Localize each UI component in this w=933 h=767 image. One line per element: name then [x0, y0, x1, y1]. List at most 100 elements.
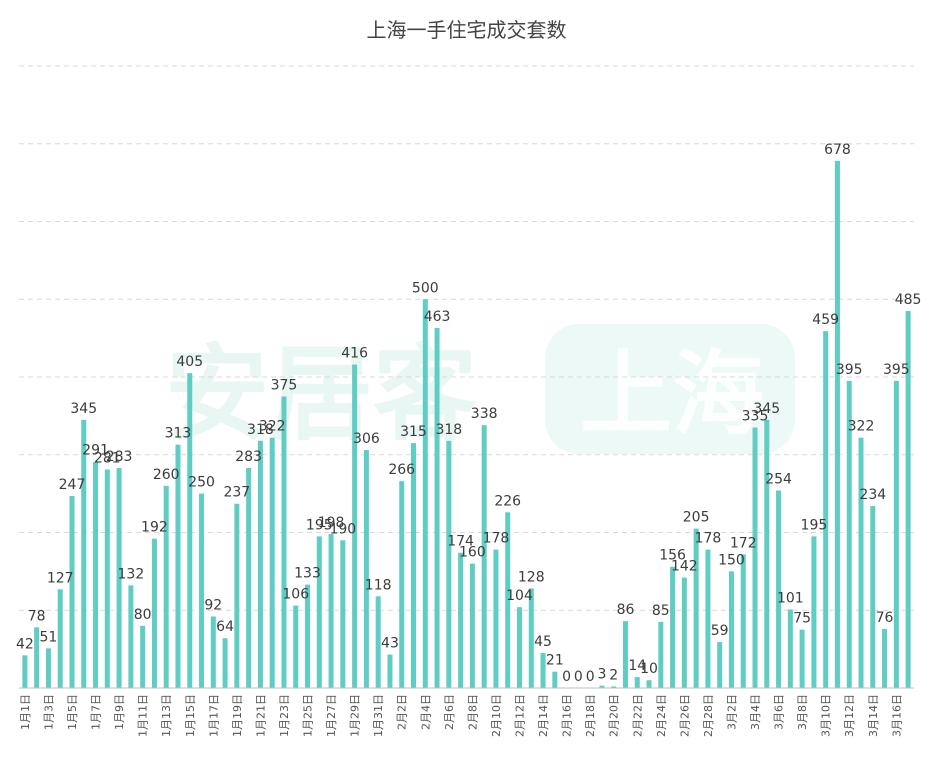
tick-label-3月12日: 3月12日: [843, 694, 856, 737]
tick-label-3月8日: 3月8日: [796, 694, 809, 730]
data-label-3月6日: 254: [765, 472, 792, 488]
bar-1月28日: [340, 540, 346, 688]
data-label-1月26日: 195: [306, 517, 333, 533]
bar-3月10日: [823, 331, 829, 688]
bar-1月3日: [45, 648, 51, 688]
data-label-2月13日: 128: [518, 569, 545, 585]
data-label-1月10日: 132: [118, 566, 145, 582]
tick-label-1月25日: 1月25日: [302, 694, 315, 737]
bar-2月26日: [681, 577, 687, 688]
data-label-2月10日: 178: [483, 531, 510, 547]
tick-label-2月24日: 2月24日: [655, 694, 668, 737]
data-label-3月4日: 335: [742, 409, 769, 425]
bar-2月12日: [516, 607, 522, 688]
data-label-1月21日: 318: [247, 422, 274, 438]
bar-3月14日: [870, 506, 876, 688]
data-label-1月12日: 192: [141, 520, 168, 536]
tick-label-1月29日: 1月29日: [349, 694, 362, 737]
data-label-1月19日: 237: [223, 485, 250, 501]
data-label-3月17日: 485: [895, 292, 922, 308]
data-label-2月8日: 160: [459, 545, 486, 561]
tick-label-1月23日: 1月23日: [278, 694, 291, 737]
bar-2月11日: [505, 512, 511, 688]
bar-2月5日: [434, 328, 440, 688]
data-label-2月6日: 318: [435, 422, 462, 438]
data-label-1月22日: 322: [259, 419, 286, 435]
bar-2月7日: [458, 552, 464, 688]
bar-2月25日: [670, 566, 676, 688]
bar-1月25日: [305, 584, 311, 688]
bar-3月2日: [728, 571, 734, 688]
bar-1月30日: [363, 450, 369, 688]
bar-3月6日: [776, 490, 782, 688]
data-label-2月16日: 0: [562, 669, 571, 685]
bar-3月11日: [834, 160, 840, 689]
bar-3月8日: [799, 629, 805, 688]
tick-label-2月10日: 2月10日: [490, 694, 503, 737]
bar-2月28日: [705, 549, 711, 688]
tick-label-2月26日: 2月26日: [678, 694, 691, 737]
bar-3月12日: [846, 380, 852, 688]
tick-label-1月21日: 1月21日: [254, 694, 267, 737]
tick-label-3月4日: 3月4日: [749, 694, 762, 730]
bar-3月13日: [858, 437, 864, 688]
bar-2月20日: [611, 686, 617, 688]
bar-1月20日: [246, 467, 252, 688]
bar-1月14日: [175, 444, 181, 688]
bar-2月14日: [540, 653, 546, 688]
bar-2月22日: [634, 677, 640, 688]
chart-title: 上海一手住宅成交套数: [366, 18, 567, 42]
data-label-2月4日: 500: [412, 280, 439, 296]
data-label-1月6日: 345: [70, 401, 97, 417]
data-label-3月13日: 322: [848, 419, 875, 435]
bar-2月21日: [622, 621, 628, 688]
bar-1月4日: [57, 589, 63, 688]
tick-label-1月15日: 1月15日: [184, 694, 197, 737]
tick-label-2月12日: 2月12日: [513, 694, 526, 737]
data-label-2月2日: 266: [388, 462, 415, 478]
bar-3月9日: [811, 536, 817, 688]
bar-1月9日: [116, 467, 122, 688]
tick-label-2月28日: 2月28日: [702, 694, 715, 737]
bar-1月23日: [281, 396, 287, 688]
data-label-1月20日: 283: [235, 449, 262, 465]
bar-1月29日: [352, 364, 358, 688]
data-label-3月12日: 395: [836, 362, 863, 378]
bar-1月16日: [199, 493, 205, 688]
data-label-3月15日: 76: [876, 610, 894, 626]
data-label-1月16日: 250: [188, 475, 215, 491]
data-label-2月27日: 205: [683, 510, 710, 526]
tick-label-1月27日: 1月27日: [325, 694, 338, 737]
data-label-1月27日: 198: [318, 515, 345, 531]
data-label-2月23日: 10: [640, 661, 658, 677]
bar-1月6日: [81, 419, 87, 688]
tick-label-1月17日: 1月17日: [207, 694, 220, 737]
tick-label-2月16日: 2月16日: [561, 694, 574, 737]
tick-label-1月19日: 1月19日: [231, 694, 244, 737]
data-label-2月5日: 463: [424, 309, 451, 325]
data-label-1月24日: 106: [282, 587, 309, 603]
data-label-2月17日: 0: [574, 669, 583, 685]
bar-2月10日: [493, 549, 499, 688]
tick-label-2月20日: 2月20日: [608, 694, 621, 737]
data-label-2月21日: 86: [617, 602, 635, 618]
data-label-2月11日: 226: [494, 493, 521, 509]
data-label-2月18日: 0: [586, 669, 595, 685]
data-label-2月24日: 85: [652, 603, 670, 619]
bar-2月6日: [446, 440, 452, 688]
data-label-3月2日: 150: [718, 552, 745, 568]
bar-1月7日: [93, 461, 99, 688]
data-label-2月26日: 142: [671, 559, 698, 575]
tick-label-2月18日: 2月18日: [584, 694, 597, 737]
data-label-2月20日: 2: [609, 667, 618, 683]
data-label-3月11日: 678: [824, 142, 851, 158]
bar-1月24日: [293, 605, 299, 688]
tick-label-1月9日: 1月9日: [113, 694, 126, 730]
bar-2月13日: [528, 588, 534, 688]
data-label-1月13日: 260: [153, 467, 180, 483]
tick-label-1月1日: 1月1日: [19, 694, 32, 730]
tick-label-2月8日: 2月8日: [466, 694, 479, 730]
tick-label-3月14日: 3月14日: [867, 694, 880, 737]
data-label-1月9日: 283: [106, 449, 133, 465]
